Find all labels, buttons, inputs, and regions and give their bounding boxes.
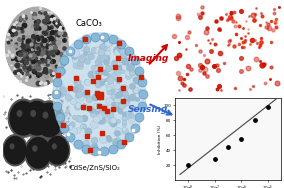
Circle shape (43, 112, 48, 118)
Point (226, 145, 230, 148)
Circle shape (53, 33, 146, 155)
Text: CdSe/ZnS/SiO₂: CdSe/ZnS/SiO₂ (70, 165, 120, 171)
Point (186, 164, 190, 167)
Circle shape (4, 136, 26, 164)
Circle shape (24, 102, 50, 135)
Point (239, 138, 243, 141)
Circle shape (10, 144, 14, 149)
Circle shape (47, 136, 68, 164)
Point (266, 105, 270, 108)
Y-axis label: Inhibition (%): Inhibition (%) (158, 124, 162, 154)
Point (252, 119, 257, 122)
Point (212, 158, 217, 161)
Circle shape (6, 7, 68, 87)
Text: CaCO₃: CaCO₃ (75, 19, 102, 28)
Circle shape (10, 102, 36, 135)
Circle shape (17, 111, 22, 116)
Circle shape (3, 135, 27, 166)
Circle shape (53, 144, 56, 149)
Circle shape (34, 101, 64, 139)
Circle shape (26, 138, 50, 168)
Text: Imaging: Imaging (128, 54, 169, 63)
Circle shape (8, 99, 38, 137)
Text: Sensing: Sensing (128, 105, 168, 114)
Circle shape (25, 136, 52, 170)
Circle shape (33, 146, 37, 151)
Circle shape (45, 135, 70, 166)
Circle shape (31, 111, 36, 116)
Circle shape (36, 103, 62, 137)
Circle shape (22, 99, 52, 137)
